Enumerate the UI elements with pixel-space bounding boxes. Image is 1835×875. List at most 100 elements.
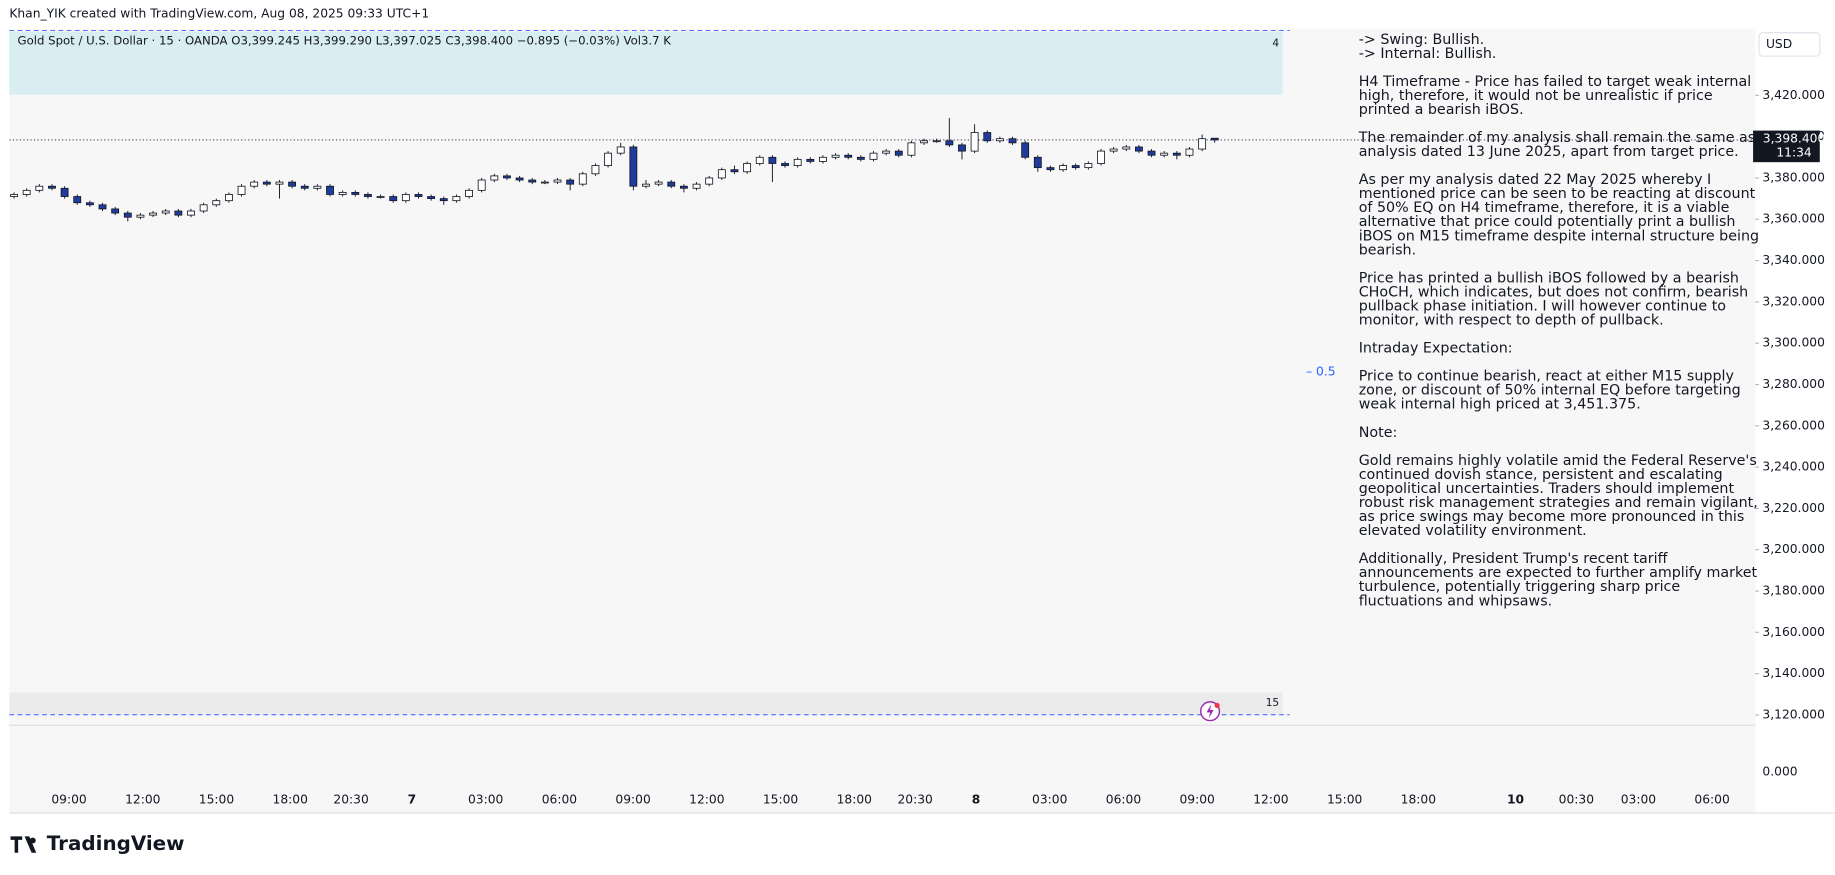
note-line: robust risk management strategies and re… [1359,495,1758,511]
note-line: weak internal high priced at 3,451.375. [1359,397,1641,413]
candle-body [300,185,309,189]
candle-body [326,185,334,195]
currency-box[interactable] [1758,32,1821,57]
note-line: zone, or discount of 50% internal EQ bef… [1359,383,1741,399]
note-line: Price to continue bearish, react at eith… [1359,369,1735,385]
candle-body [578,173,587,185]
candle-body [515,177,524,181]
candle-body [730,169,739,173]
x-tick-label: 06:00 [1694,793,1729,807]
top-label: 4 [1272,37,1279,49]
candle-body [288,181,297,187]
fib-label: – 0.5 [1306,364,1336,378]
note-line: Note: [1359,425,1398,441]
candle-body [212,200,221,206]
y-tick-label: 3,300.000 [1762,336,1824,350]
candle-body [401,194,410,202]
x-tick-label: 12:00 [1253,793,1288,807]
y-tick-label: 3,260.000 [1762,418,1824,432]
candle-body [894,150,903,156]
brand: TradingView [47,832,185,855]
candle-body [642,183,650,187]
y-tick-label: 3,240.000 [1762,460,1824,474]
candle-body [60,187,69,197]
x-tick-label: 10 [1507,793,1524,807]
demand-zone [9,692,1283,715]
note-line: Price has printed a bullish iBOS followe… [1359,270,1739,286]
candle-body [262,181,271,185]
candle-body [1198,138,1207,150]
candle-body [1160,152,1169,156]
countdown: 11:34 [1776,145,1812,159]
candle-body [199,204,208,212]
candle-body [1109,148,1118,152]
candle-body [477,179,486,191]
candle-body [958,144,966,152]
candle-body [250,181,259,187]
candle-body [1122,146,1131,150]
note-line: mentioned price can be seen to be reacti… [1359,186,1756,202]
x-tick-label: 18:00 [837,793,872,807]
y-tick-label: 3,180.000 [1762,584,1824,598]
x-tick-label: 09:00 [615,793,650,807]
currency[interactable]: USD [1766,37,1792,51]
note-line: fluctuations and whipsaws. [1359,593,1552,609]
attribution: Khan_YIK created with TradingView.com, A… [9,7,429,21]
logo-mark [10,836,37,853]
candle-body [465,189,473,197]
x-tick-label: 15:00 [1327,793,1362,807]
candle-body [819,156,827,162]
note-line: -> Internal: Bullish. [1359,46,1497,62]
candle-body [654,181,663,185]
candle-body [275,181,284,185]
candle-body [123,212,132,218]
note-line: iBOS on M15 timeframe despite internal s… [1359,228,1759,244]
candle-body [1172,152,1181,156]
note-line: CHoCH, which indicates, but does not con… [1359,284,1749,300]
candle-body [692,183,701,189]
candle-body [528,179,537,183]
x-tick-label: 20:30 [333,793,368,807]
candle-body [439,198,448,202]
x-tick-label: 09:00 [1180,793,1215,807]
candle-body [136,214,145,218]
candle-body [376,196,385,198]
candle-body [452,196,461,202]
candle-body [1033,156,1042,169]
supply-zone [9,31,1283,95]
note-line: geopolitical uncertainties. Traders shou… [1359,481,1735,497]
candle-body [869,152,878,160]
x-tick-label: 12:00 [689,793,724,807]
candle-body [793,158,802,166]
candle-body [604,152,612,166]
note-line: -> Swing: Bullish. [1359,32,1485,48]
volume-tick-label: 0.000 [1762,765,1797,779]
candle-body [1059,165,1068,171]
note-line: monitor, with respect to depth of pullba… [1359,313,1664,329]
note-line: H4 Timeframe - Price has failed to targe… [1359,74,1751,90]
x-tick-label: 12:00 [125,793,160,807]
x-tick-label: 00:30 [1559,793,1594,807]
candle-body [10,194,18,197]
x-tick-label: 03:00 [1621,793,1656,807]
x-tick-label: 09:00 [51,793,86,807]
y-tick-label: 3,280.000 [1762,377,1824,391]
candle-body [1185,148,1194,156]
candle-body [149,212,157,216]
last-price-box [1753,130,1820,163]
y-tick-label: 3,120.000 [1762,707,1824,721]
chart-pane [9,29,1756,814]
candle-body [995,138,1004,142]
candle-body [743,163,752,173]
x-tick-label: 06:00 [542,793,577,807]
note-line: As per my analysis dated 22 May 2025 whe… [1359,172,1712,188]
candle-body [667,181,676,187]
candle-body [1134,146,1143,152]
candle-body [616,146,625,154]
candle-body [313,185,322,189]
note-line: pullback phase initiation. I will howeve… [1359,298,1726,314]
candle-body [1147,150,1156,156]
y-tick-label: 3,220.000 [1762,501,1824,515]
y-tick-label: 3,200.000 [1762,542,1824,556]
y-tick-label: 3,360.000 [1762,212,1824,226]
